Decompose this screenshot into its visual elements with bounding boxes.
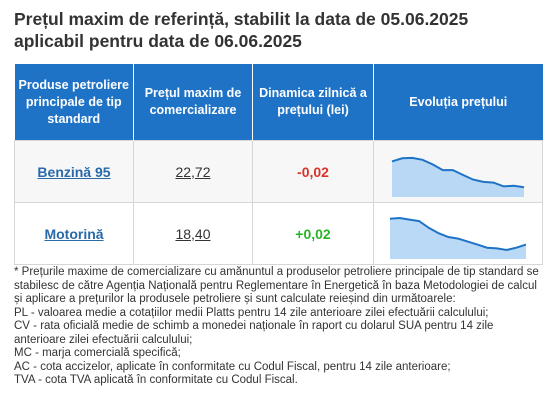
price-value: 22,72 bbox=[175, 163, 211, 180]
table-row: Benzină 95 22,72 -0,02 bbox=[14, 140, 543, 203]
sparkline-line bbox=[391, 156, 525, 188]
header-max-price: Prețul maxim de comercializare bbox=[133, 64, 253, 141]
sparkline-area bbox=[392, 157, 524, 197]
price-trend-sparkline bbox=[389, 216, 527, 259]
sparkline-cell bbox=[373, 140, 543, 203]
title-line-1: Prețul maxim de referință, stabilit la d… bbox=[14, 9, 469, 29]
note-pl: PL - valoarea medie a cotațiilor medii P… bbox=[14, 306, 489, 319]
product-cell: Benzină 95 bbox=[14, 140, 134, 203]
price-value: 18,40 bbox=[175, 225, 211, 242]
note-mc: MC - marja comercială specifică; bbox=[14, 347, 181, 359]
change-cell: -0,02 bbox=[252, 140, 374, 203]
page-title: Prețul maxim de referință, stabilit la d… bbox=[14, 8, 539, 52]
sparkline-line bbox=[389, 216, 527, 251]
daily-change-value: -0,02 bbox=[297, 163, 329, 180]
table-row: Motorină 18,40 +0,02 bbox=[14, 202, 543, 265]
header-price-evolution: Evoluția prețului bbox=[373, 64, 543, 141]
price-cell: 22,72 bbox=[133, 140, 253, 203]
sparkline-cell bbox=[373, 202, 543, 265]
header-products: Produse petroliere principale de tip sta… bbox=[14, 64, 134, 141]
note-intro: * Prețurile maxime de comercializare cu … bbox=[14, 266, 539, 305]
price-table: Produse petroliere principale de tip sta… bbox=[14, 64, 543, 265]
header-daily-change: Dinamica zilnică a prețului (lei) bbox=[252, 64, 374, 141]
table-header-row: Produse petroliere principale de tip sta… bbox=[14, 64, 543, 141]
price-cell: 18,40 bbox=[133, 202, 253, 265]
title-line-2: aplicabil pentru data de 06.06.2025 bbox=[14, 31, 302, 51]
change-cell: +0,02 bbox=[252, 202, 374, 265]
price-trend-sparkline bbox=[391, 156, 525, 197]
note-ac: AC - cota accizelor, aplicate în conform… bbox=[14, 360, 451, 373]
methodology-notes: * Prețurile maxime de comercializare cu … bbox=[14, 266, 539, 388]
product-link-motorina[interactable]: Motorină bbox=[44, 225, 104, 242]
product-cell: Motorină bbox=[14, 202, 134, 265]
daily-change-value: +0,02 bbox=[295, 225, 331, 242]
note-tva: TVA - cota TVA aplicată în conformitate … bbox=[14, 374, 298, 386]
product-link-benzina-95[interactable]: Benzină 95 bbox=[37, 163, 111, 180]
note-cv: CV - rata oficială medie de schimb a mon… bbox=[14, 320, 494, 346]
